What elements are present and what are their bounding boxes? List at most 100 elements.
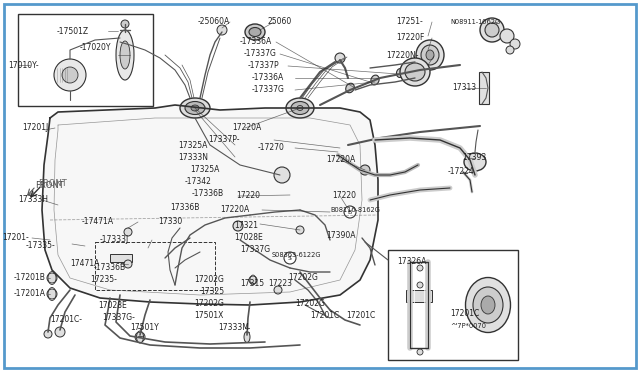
Text: 17315: 17315 <box>240 279 264 289</box>
Text: ^'7P*0070: ^'7P*0070 <box>450 323 486 329</box>
Text: -17201B: -17201B <box>14 273 46 282</box>
Bar <box>479 72 489 104</box>
Text: 17202G: 17202G <box>194 276 224 285</box>
Ellipse shape <box>286 98 314 118</box>
Circle shape <box>500 29 514 43</box>
Ellipse shape <box>481 296 495 314</box>
Text: B: B <box>348 209 352 215</box>
Circle shape <box>510 39 520 49</box>
Text: 17220: 17220 <box>236 192 260 201</box>
Text: 17220A: 17220A <box>220 205 249 215</box>
Circle shape <box>54 59 86 91</box>
Circle shape <box>62 67 78 83</box>
Ellipse shape <box>116 30 134 80</box>
Text: S08363-6122G: S08363-6122G <box>272 252 321 258</box>
Text: -17201A: -17201A <box>14 289 46 298</box>
Text: 17390A: 17390A <box>326 231 355 241</box>
Text: 17201J: 17201J <box>22 124 48 132</box>
Text: -17336A: -17336A <box>240 38 272 46</box>
Circle shape <box>135 332 145 342</box>
Text: 17201-: 17201- <box>2 234 29 243</box>
Circle shape <box>124 228 132 236</box>
Circle shape <box>47 289 57 299</box>
Text: 17325A: 17325A <box>190 166 220 174</box>
Circle shape <box>233 221 243 231</box>
Circle shape <box>55 327 65 337</box>
Text: -25060A: -25060A <box>198 17 230 26</box>
Text: B08116-8162G: B08116-8162G <box>330 207 380 213</box>
Text: 17325: 17325 <box>200 288 224 296</box>
Ellipse shape <box>473 287 503 323</box>
Text: 17325A: 17325A <box>178 141 207 150</box>
Ellipse shape <box>180 98 210 118</box>
Ellipse shape <box>185 102 205 115</box>
Text: -17336B: -17336B <box>94 263 126 273</box>
Bar <box>388 250 518 360</box>
Text: S: S <box>288 256 292 260</box>
Text: 17326A: 17326A <box>397 257 426 266</box>
Text: 17202G: 17202G <box>295 299 325 308</box>
Circle shape <box>121 20 129 28</box>
Text: -17342: -17342 <box>185 177 212 186</box>
Text: 17202G: 17202G <box>288 273 318 282</box>
Text: 17501X: 17501X <box>194 311 223 321</box>
Text: 17313: 17313 <box>452 83 476 93</box>
Circle shape <box>485 23 499 37</box>
Ellipse shape <box>297 106 303 110</box>
Ellipse shape <box>346 83 355 93</box>
Text: 17337P-: 17337P- <box>208 135 239 144</box>
Text: 17471A: 17471A <box>70 260 99 269</box>
Circle shape <box>249 276 257 284</box>
Text: -17224: -17224 <box>448 167 475 176</box>
Circle shape <box>506 46 514 54</box>
Ellipse shape <box>464 153 486 171</box>
Text: 17336B: 17336B <box>170 203 200 212</box>
Circle shape <box>274 286 282 294</box>
Text: 17251-: 17251- <box>396 17 423 26</box>
Text: 17010Y-: 17010Y- <box>8 61 38 70</box>
Text: -17337G: -17337G <box>244 49 277 58</box>
Text: -17333J: -17333J <box>100 235 129 244</box>
Text: 17220A: 17220A <box>232 124 261 132</box>
Text: FRONT: FRONT <box>35 180 64 189</box>
Circle shape <box>44 330 52 338</box>
Text: N08911-1062G: N08911-1062G <box>450 19 500 25</box>
Circle shape <box>284 252 296 264</box>
Text: -17335-: -17335- <box>26 241 56 250</box>
Circle shape <box>480 18 504 42</box>
Circle shape <box>274 167 290 183</box>
Bar <box>95 242 215 290</box>
Text: -17471A: -17471A <box>82 218 114 227</box>
Text: 17202G: 17202G <box>194 299 224 308</box>
Text: 17501Y: 17501Y <box>130 324 159 333</box>
Ellipse shape <box>136 331 143 343</box>
Text: -17501Z: -17501Z <box>57 26 89 35</box>
Ellipse shape <box>245 24 265 40</box>
Circle shape <box>296 226 304 234</box>
Text: 17201C: 17201C <box>346 311 375 321</box>
Text: 17333M: 17333M <box>218 324 249 333</box>
Circle shape <box>417 349 423 355</box>
Text: 17220: 17220 <box>332 192 356 201</box>
Text: 17235-: 17235- <box>90 276 117 285</box>
Circle shape <box>417 265 423 271</box>
Text: -17336A: -17336A <box>252 74 284 83</box>
Ellipse shape <box>120 41 130 69</box>
Circle shape <box>417 282 423 288</box>
Bar <box>110 254 132 262</box>
Text: 17330: 17330 <box>158 218 182 227</box>
Text: 17393: 17393 <box>462 154 486 163</box>
Text: FRONT: FRONT <box>38 180 67 189</box>
Ellipse shape <box>396 68 404 77</box>
Ellipse shape <box>291 102 309 115</box>
Text: 17223: 17223 <box>268 279 292 289</box>
Ellipse shape <box>400 58 430 86</box>
Text: 17201C: 17201C <box>310 311 339 321</box>
Text: 17220A: 17220A <box>326 155 355 164</box>
Text: -17270: -17270 <box>258 144 285 153</box>
Ellipse shape <box>405 63 425 81</box>
Bar <box>18 14 153 106</box>
Text: 17321: 17321 <box>234 221 258 231</box>
Circle shape <box>124 260 132 268</box>
Text: 17201C-: 17201C- <box>50 315 82 324</box>
